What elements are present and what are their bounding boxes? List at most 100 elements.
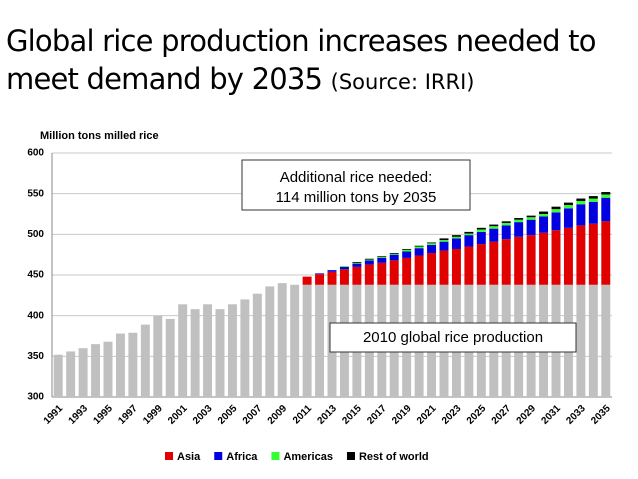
x-tick-label: 2003 [191, 403, 215, 427]
bar-segment [526, 215, 536, 218]
bar-segment [539, 211, 549, 214]
bar-segment [327, 270, 337, 272]
bar-segment [489, 226, 499, 229]
legend-swatch [165, 452, 173, 460]
annotation: Additional rice needed: [280, 169, 433, 186]
bar-segment [414, 246, 424, 249]
legend-label: Americas [283, 451, 333, 463]
bar-segment [414, 255, 424, 285]
bar-segment [526, 235, 536, 285]
x-tick-label: 2013 [315, 403, 339, 427]
bar-segment [414, 245, 424, 247]
base-bar [203, 304, 213, 397]
bar-segment [526, 217, 536, 220]
base-bar [227, 304, 237, 397]
y-tick-label: 500 [27, 229, 44, 240]
bar-segment [439, 238, 449, 241]
bar-segment [489, 224, 499, 227]
bar-segment [315, 273, 325, 275]
bar-segment [489, 241, 499, 285]
bar-segment [414, 248, 424, 256]
bar-segment [601, 194, 611, 198]
y-tick-label: 300 [27, 392, 44, 403]
bar-segment [352, 263, 362, 267]
bar-segment [588, 201, 598, 224]
x-tick-label: 2017 [365, 403, 389, 427]
base-bar [128, 332, 138, 397]
y-tick-label: 600 [27, 148, 44, 159]
bar-segment [364, 260, 374, 265]
bar-segment [427, 242, 437, 244]
base-bar [103, 341, 113, 397]
subtitle: (Source: IRRI) [330, 70, 475, 94]
bar-segment [402, 249, 412, 252]
x-tick-label: 1997 [116, 403, 140, 427]
bar-segment [476, 227, 486, 230]
bar-segment [364, 264, 374, 285]
base-bar [78, 348, 88, 397]
bar-segment [489, 228, 499, 242]
y-tick-label: 400 [27, 310, 44, 321]
bar-segment [588, 223, 598, 285]
bar-segment [476, 231, 486, 245]
bar-segment [551, 206, 561, 210]
base-bar [252, 293, 262, 397]
bar-segment [439, 241, 449, 251]
bar-segment [352, 261, 362, 263]
bar-segment [427, 244, 437, 254]
bar-segment [339, 266, 349, 267]
annotation: 2010 global rice production [363, 329, 543, 346]
bar-segment [352, 262, 362, 264]
x-tick-label: 2007 [241, 403, 265, 427]
x-tick-label: 2005 [216, 403, 240, 427]
bar-segment [352, 266, 362, 285]
bar-segment [576, 204, 586, 226]
bar-segment [563, 205, 573, 209]
legend-label: Asia [177, 451, 201, 463]
bar-segment [514, 218, 524, 220]
bar-segment [439, 240, 449, 242]
x-tick-label: 2027 [490, 403, 514, 427]
bar-segment [377, 257, 387, 263]
bar-segment [563, 227, 573, 285]
base-bar [178, 304, 188, 397]
bar-segment [451, 238, 461, 249]
bar-segment [539, 214, 549, 217]
y-tick-label: 450 [27, 270, 44, 281]
bar-segment [339, 269, 349, 285]
base-bar [277, 283, 287, 397]
x-tick-label: 1999 [141, 403, 165, 427]
x-tick-label: 2025 [465, 403, 489, 427]
title-line: meet demand by 2035 (Source: IRRI) [6, 62, 474, 96]
x-tick-label: 2023 [440, 403, 464, 427]
x-tick-label: 2001 [166, 403, 190, 427]
bar-segment [364, 259, 374, 261]
bar-segment [389, 253, 399, 255]
x-tick-label: 2009 [266, 403, 290, 427]
bar-segment [364, 258, 374, 260]
bar-segment [377, 256, 387, 258]
bar-segment [402, 257, 412, 285]
base-bar [115, 333, 125, 397]
bar-segment [563, 208, 573, 228]
bar-segment [601, 197, 611, 222]
bar-segment [514, 219, 524, 223]
bar-segment [451, 235, 461, 237]
x-tick-label: 2031 [539, 403, 563, 427]
annotation-box [329, 322, 577, 353]
base-bar [53, 354, 63, 397]
x-tick-label: 2035 [589, 403, 613, 427]
bar-segment [377, 257, 387, 258]
base-bar [576, 284, 586, 397]
bar-segment [327, 271, 337, 285]
bar-segment [402, 251, 412, 258]
bar-segment [501, 239, 511, 285]
bar-segment [451, 236, 461, 239]
bar-segment [551, 230, 561, 285]
x-tick-label: 1991 [42, 403, 66, 427]
bar-segment [476, 229, 486, 232]
annotation-box [241, 159, 471, 211]
bar-segment [377, 262, 387, 285]
